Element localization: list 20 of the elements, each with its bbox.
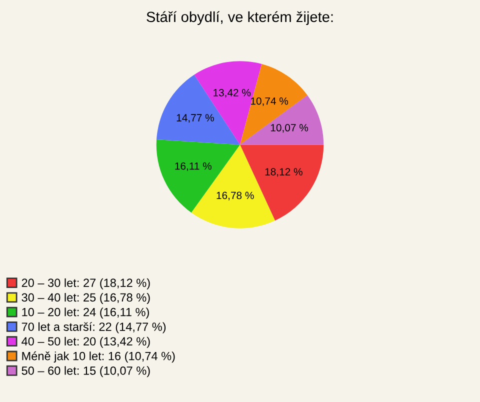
pie-slice	[240, 95, 324, 145]
legend-label: 20 – 30 let: 27 (18,12 %)	[22, 278, 150, 290]
data-label: 14,77 %	[176, 114, 214, 123]
legend-label: Méně jak 10 let: 16 (10,74 %)	[22, 351, 175, 363]
legend-label: 30 – 40 let: 25 (16,78 %)	[22, 292, 150, 304]
legend-label: 50 – 60 let: 15 (10,07 %)	[22, 366, 150, 378]
pie-slice	[240, 64, 308, 145]
chart-title: Stáří obydlí, ve kterém žijete:	[146, 11, 333, 25]
legend-label: 40 – 50 let: 20 (13,42 %)	[22, 336, 150, 348]
data-label: 10,07 %	[270, 124, 308, 133]
pie-slice	[240, 144, 324, 221]
legend-label: 10 – 20 let: 24 (16,11 %)	[22, 308, 149, 319]
data-label: 10,74 %	[250, 97, 288, 106]
pie-slice	[156, 74, 240, 145]
data-label: 18,12 %	[265, 168, 302, 177]
data-label: 16,11 %	[175, 162, 212, 171]
data-label: 16,78 %	[216, 192, 254, 200]
legend-label: 70 let a starší: 22 (14,77 %)	[22, 322, 166, 334]
pie-slice	[156, 139, 240, 213]
data-label: 13,42 %	[214, 88, 251, 98]
